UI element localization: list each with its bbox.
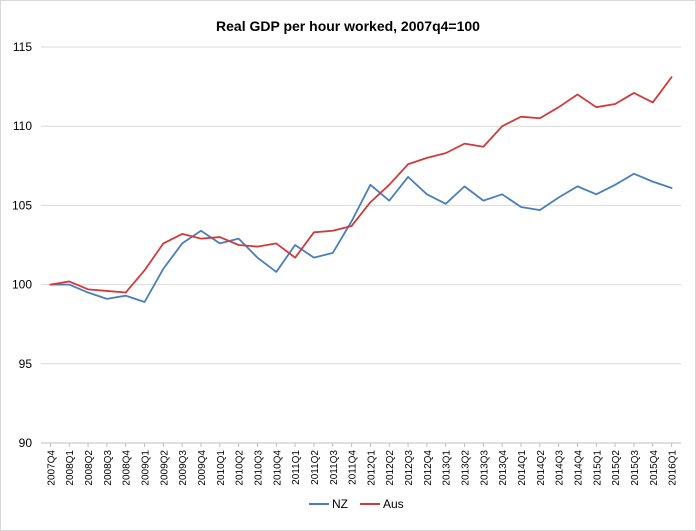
x-tick-label: 2015Q1 [592,450,603,486]
legend-label-aus: Aus [383,497,404,511]
x-tick-label: 2012Q3 [404,450,415,486]
x-tick-label: 2008Q1 [65,450,76,486]
x-tick-label: 2011Q2 [310,450,321,485]
x-tick-label: 2010Q2 [235,450,246,486]
x-tick-label: 2010Q3 [253,450,264,486]
x-tick-label: 2014Q1 [517,450,528,486]
y-tick-label: 105 [12,198,32,212]
x-tick-label: 2013Q2 [461,450,472,486]
x-tick-label: 2014Q2 [536,450,547,486]
x-tick-label: 2011Q3 [329,450,340,485]
y-tick-label: 90 [19,436,33,450]
legend: NZ Aus [309,497,404,511]
gridlines [41,46,681,444]
x-tick-label: 2012Q4 [423,450,434,486]
x-tick-label: 2013Q3 [479,450,490,486]
x-tick-label: 2011Q1 [291,450,302,485]
x-tick-label: 2013Q1 [442,450,453,486]
series-line-aus [49,76,673,294]
x-tick-label: 2010Q4 [272,450,283,486]
x-tick-label: 2014Q3 [555,450,566,486]
y-tick-label: 115 [13,40,32,54]
x-tick-label: 2015Q4 [649,450,660,486]
x-tick-label: 2012Q2 [385,450,396,486]
x-tick-label: 2007Q4 [46,450,57,486]
series-lines [49,76,673,303]
x-tick-label: 2008Q2 [84,450,95,486]
x-tick-label: 2010Q1 [216,450,227,486]
series-line-nz [49,172,673,303]
x-tick-label: 2008Q3 [103,450,114,486]
legend-label-nz: NZ [332,497,348,511]
x-tick-label: 2013Q4 [498,450,509,486]
x-tick-label: 2009Q3 [178,450,189,486]
x-tick-label: 2015Q2 [611,450,622,486]
y-tick-label: 100 [12,278,32,292]
y-axis-ticks: 90 95 100 105 110 115 [12,40,32,450]
x-tick-label: 2014Q4 [573,450,584,486]
y-tick-label: 110 [13,119,32,133]
chart-title: Real GDP per hour worked, 2007q4=100 [216,18,480,34]
y-tick-label: 95 [19,357,33,371]
x-tick-label: 2009Q1 [141,450,152,486]
x-tick-label: 2009Q4 [197,450,208,486]
x-tick-label: 2012Q1 [366,450,377,486]
x-tick-label: 2015Q3 [630,450,641,486]
x-axis-ticks: 2007Q4 2008Q1 2008Q2 2008Q3 2008Q4 2009Q1 2009… [46,443,679,486]
x-tick-label: 2009Q2 [159,450,170,486]
x-tick-label: 2016Q1 [668,450,679,486]
x-tick-label: 2008Q4 [122,450,133,486]
x-tick-label: 2011Q4 [348,450,359,485]
